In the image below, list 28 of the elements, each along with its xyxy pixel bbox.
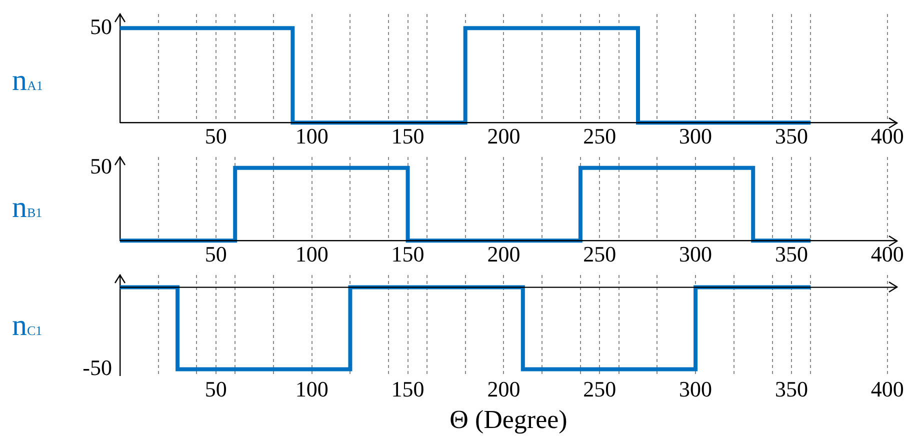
x-tick-label: 150 <box>391 376 424 402</box>
x-tick-label: 300 <box>679 376 712 402</box>
x-axis-title: Θ (Degree) <box>450 405 568 434</box>
x-tick-label: 50 <box>204 124 227 149</box>
x-tick-label: 400 <box>870 242 904 267</box>
text: -50 <box>82 355 112 380</box>
x-tick-label: 100 <box>295 376 328 402</box>
x-tick-label: 50 <box>204 376 227 402</box>
x-tick-label: 300 <box>679 242 712 267</box>
text: 50 <box>90 14 112 39</box>
x-tick-label: 50 <box>204 242 227 267</box>
x-tick-label: 200 <box>487 376 520 402</box>
x-tick-label: 200 <box>487 124 520 149</box>
x-tick-label: 400 <box>870 376 904 402</box>
x-tick-label: 200 <box>487 242 520 267</box>
x-tick-label: 150 <box>391 242 424 267</box>
x-tick-label: 250 <box>583 124 616 149</box>
x-tick-label: 100 <box>295 124 328 149</box>
x-tick-label: 150 <box>391 124 424 149</box>
text: 50 <box>90 154 112 179</box>
x-tick-label: 350 <box>774 242 808 267</box>
x-tick-label: 250 <box>583 376 616 402</box>
x-tick-label: 100 <box>295 242 328 267</box>
x-tick-label: 300 <box>679 124 712 149</box>
x-tick-label: 400 <box>870 124 904 149</box>
x-tick-label: 350 <box>774 124 808 149</box>
x-tick-label: 250 <box>583 242 616 267</box>
x-tick-label: 350 <box>774 376 808 402</box>
